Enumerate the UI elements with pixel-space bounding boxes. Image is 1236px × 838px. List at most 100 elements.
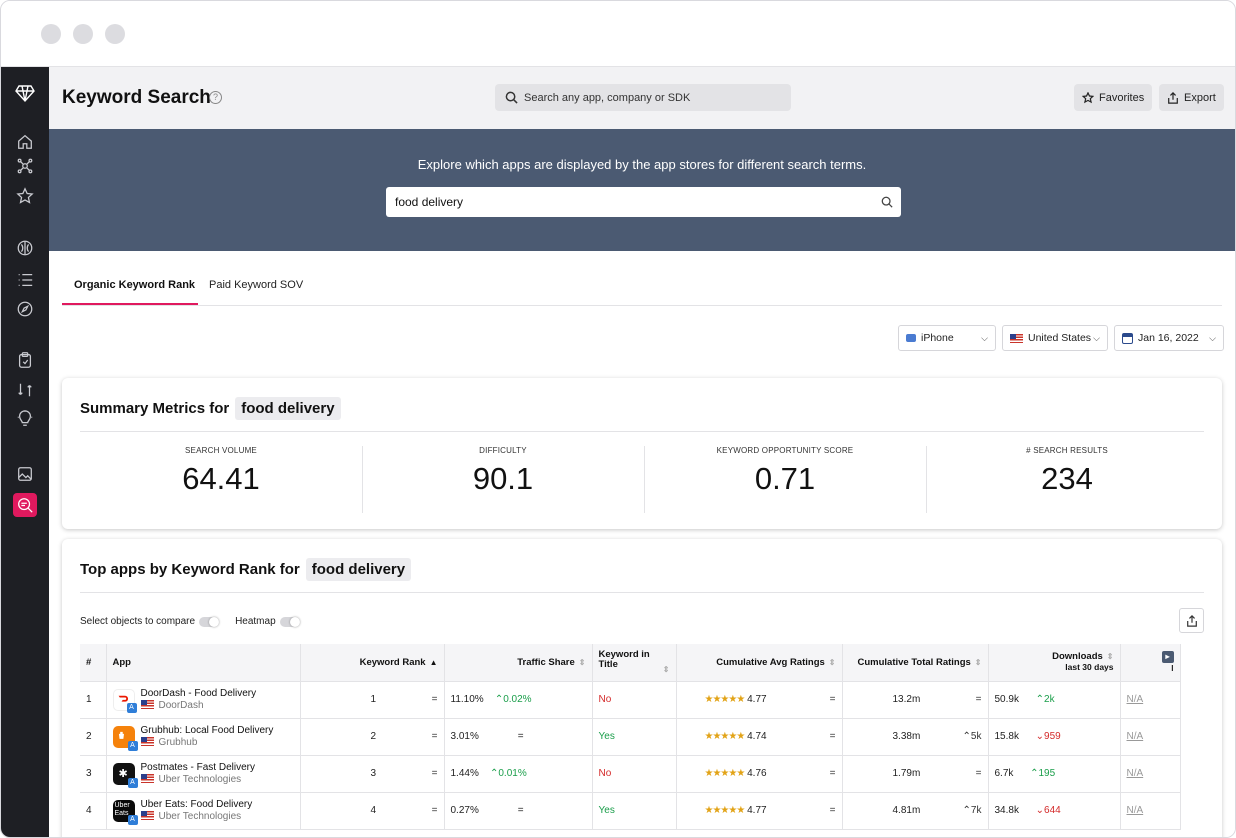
minimize-window-dot[interactable] xyxy=(73,24,93,44)
total-change: = xyxy=(975,768,982,779)
col-header-traffic-share[interactable]: Traffic Share ⇕ xyxy=(444,644,593,682)
downloads-value: 50.9k xyxy=(994,694,1019,705)
table-row[interactable]: 1 A DoorDash - Food Delivery DoorDash 1 = … xyxy=(80,681,1181,719)
app-name[interactable]: DoorDash - Food Delivery xyxy=(140,687,257,699)
compare-icon[interactable] xyxy=(11,378,39,402)
maximize-window-dot[interactable] xyxy=(105,24,125,44)
col-header-app[interactable]: App xyxy=(106,644,301,682)
rank-value: 4 xyxy=(370,805,377,816)
col-header-keyword-rank[interactable]: Keyword Rank ▲ xyxy=(300,644,445,682)
app-name[interactable]: Grubhub: Local Food Delivery xyxy=(140,724,274,736)
total-value: 3.38m xyxy=(892,731,921,742)
keyword-in-title-cell: Yes xyxy=(592,718,677,756)
favorites-button[interactable]: Favorites xyxy=(1074,84,1153,111)
page-title: Keyword Search xyxy=(62,87,211,108)
extra-cell[interactable]: N/A xyxy=(1120,792,1181,830)
col-header-avg-ratings[interactable]: Cumulative Avg Ratings ⇕ xyxy=(676,644,843,682)
sidebar xyxy=(1,67,49,837)
col-header-sublabel: last 30 days xyxy=(1065,662,1114,673)
heatmap-label: Heatmap xyxy=(235,616,276,627)
col-header-label: Traffic Share xyxy=(517,656,575,668)
compare-toggle[interactable] xyxy=(199,616,220,627)
keyword-rank-cell: 3 = xyxy=(300,755,445,793)
global-search-input[interactable]: Search any app, company or SDK xyxy=(495,84,791,111)
close-window-dot[interactable] xyxy=(41,24,61,44)
top-apps-title: Top apps by Keyword Rank for food delive… xyxy=(80,558,412,581)
col-header-label: Keyword in Title xyxy=(598,648,650,670)
app-cell[interactable]: A DoorDash - Food Delivery DoorDash xyxy=(106,681,301,719)
col-header-keyword-in-title[interactable]: Keyword in Title ⇕ xyxy=(592,644,677,682)
export-button[interactable]: Export xyxy=(1159,84,1224,111)
rating-stars: ★★★★★ xyxy=(704,805,746,816)
traffic-change: = xyxy=(517,805,524,816)
search-icon xyxy=(505,91,518,104)
brain-icon[interactable] xyxy=(11,236,39,260)
col-header-total-ratings[interactable]: Cumulative Total Ratings ⇕ xyxy=(842,644,989,682)
date-select[interactable]: Jan 16, 2022 ⌵ xyxy=(1114,325,1224,351)
avg-ratings-cell: ★★★★★ 4.74 = xyxy=(676,718,843,756)
app-publisher[interactable]: DoorDash xyxy=(158,699,204,711)
tab-organic-keyword-rank[interactable]: Organic Keyword Rank xyxy=(74,279,196,291)
app-cell[interactable]: A Grubhub: Local Food Delivery Grubhub xyxy=(106,718,301,756)
app-cell[interactable]: ✱ A Postmates - Fast Delivery Uber Technol… xyxy=(106,755,301,793)
metric-value: 64.41 xyxy=(182,461,260,496)
expand-columns-icon[interactable]: ▸ xyxy=(1161,650,1174,663)
na-link[interactable]: N/A xyxy=(1126,694,1144,705)
na-link[interactable]: N/A xyxy=(1126,731,1144,742)
extra-cell[interactable]: N/A xyxy=(1120,681,1181,719)
col-header-label: Keyword Rank xyxy=(359,656,426,668)
sort-asc-icon: ▲ xyxy=(429,657,438,667)
sort-icon: ⇕ xyxy=(578,657,586,667)
table-header-row: # App Keyword Rank ▲ Traffic Share ⇕ Keywo… xyxy=(80,644,1181,682)
home-icon[interactable] xyxy=(11,130,39,154)
table-export-button[interactable] xyxy=(1179,608,1204,633)
device-select[interactable]: iPhone ⌵ xyxy=(898,325,996,351)
star-icon[interactable] xyxy=(11,184,39,208)
rank-value: 3 xyxy=(370,768,377,779)
col-header-downloads[interactable]: Downloads ⇕ last 30 days xyxy=(988,644,1121,682)
avg-rating: 4.77 xyxy=(747,694,767,705)
app-name[interactable]: Uber Eats: Food Delivery xyxy=(140,798,253,810)
extra-cell[interactable]: N/A xyxy=(1120,718,1181,756)
downloads-cell: 15.8k ⌄959 xyxy=(988,718,1121,756)
avg-rating: 4.74 xyxy=(747,731,767,742)
image-icon[interactable] xyxy=(11,462,39,486)
banner-text: Explore which apps are displayed by the … xyxy=(417,157,867,172)
table-row[interactable]: 3 ✱ A Postmates - Fast Delivery Uber Techn… xyxy=(80,755,1181,793)
extra-cell[interactable]: N/A xyxy=(1120,755,1181,793)
col-header-label: Cumulative Total Ratings xyxy=(857,656,971,668)
metric-label: KEYWORD OPPORTUNITY SCORE xyxy=(716,446,854,455)
logo-icon[interactable] xyxy=(11,81,39,105)
top-apps-table: # App Keyword Rank ▲ Traffic Share ⇕ Keywo… xyxy=(80,644,1181,830)
postmates-app-icon: ✱ A xyxy=(112,762,138,788)
sort-icon: ⇕ xyxy=(974,657,982,667)
na-link[interactable]: N/A xyxy=(1126,768,1144,779)
app-cell[interactable]: Uber Eats A Uber Eats: Food Delivery Uber T… xyxy=(106,792,301,830)
help-icon[interactable]: ? xyxy=(209,91,222,104)
row-num: 4 xyxy=(80,792,107,830)
table-row[interactable]: 2 A Grubhub: Local Food Delivery Grubhub … xyxy=(80,718,1181,756)
traffic-share-cell: 3.01% = xyxy=(444,718,593,756)
table-row[interactable]: 4 Uber Eats A Uber Eats: Food Delivery Uber… xyxy=(80,792,1181,830)
network-icon[interactable] xyxy=(11,154,39,178)
heatmap-toggle[interactable] xyxy=(279,616,300,627)
keyword-input[interactable]: food delivery xyxy=(386,187,901,217)
tab-paid-keyword-sov[interactable]: Paid Keyword SOV xyxy=(209,279,304,291)
compass-icon[interactable] xyxy=(11,297,39,321)
keyword-search-icon[interactable] xyxy=(13,493,37,517)
country-select[interactable]: United States ⌵ xyxy=(1002,325,1108,351)
bulb-icon[interactable] xyxy=(11,407,39,431)
avg-ratings-cell: ★★★★★ 4.77 = xyxy=(676,681,843,719)
downloads-value: 15.8k xyxy=(994,731,1019,742)
app-publisher[interactable]: Uber Technologies xyxy=(158,773,242,785)
na-link[interactable]: N/A xyxy=(1126,805,1144,816)
col-header-more[interactable]: ▸ l xyxy=(1120,644,1181,682)
app-publisher[interactable]: Uber Technologies xyxy=(158,810,242,822)
list-icon[interactable] xyxy=(11,268,39,292)
app-name[interactable]: Postmates - Fast Delivery xyxy=(140,761,255,773)
search-icon[interactable] xyxy=(881,196,893,208)
traffic-value: 3.01% xyxy=(450,731,479,742)
app-publisher[interactable]: Grubhub xyxy=(158,736,198,748)
traffic-share-cell: 1.44% ⌃0.01% xyxy=(444,755,593,793)
clipboard-icon[interactable] xyxy=(11,348,39,372)
